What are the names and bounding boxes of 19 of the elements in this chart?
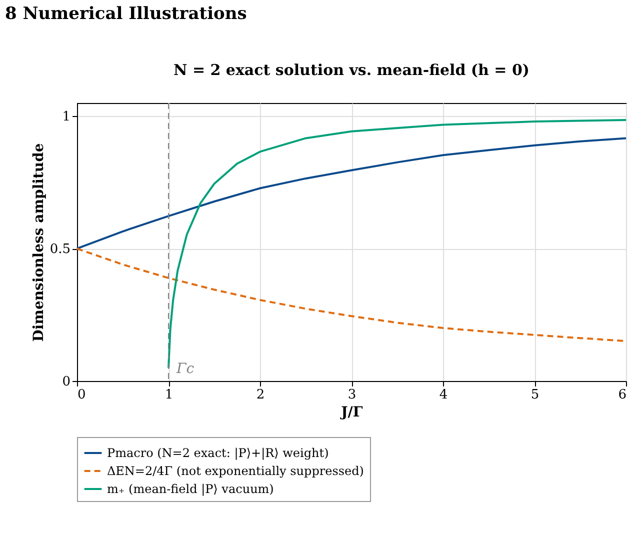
ref-line-label: Γc — [176, 361, 194, 377]
x-tick-label: 3 — [348, 388, 356, 402]
legend-label: m₊ (mean-field |P⟩ vacuum) — [107, 482, 274, 496]
legend-label: Pmacro (N=2 exact: |P⟩+|R⟩ weight) — [107, 446, 329, 460]
x-tick-label: 6 — [618, 388, 626, 402]
y-tick-label: 0 — [62, 374, 70, 390]
y-axis-title: Dimensionless amplitude — [30, 143, 47, 342]
y-tick-label: 0.5 — [50, 242, 70, 258]
x-tick-label: 2 — [256, 388, 265, 402]
y-tick-label: 1 — [62, 110, 70, 125]
x-tick-label: 0 — [78, 388, 86, 402]
x-tick-label: 4 — [439, 388, 448, 402]
x-tick-label: 1 — [164, 388, 174, 402]
chart-title: N = 2 exact solution vs. mean-field (h = 0) — [174, 61, 530, 79]
text: 8 Numerical Illustrations — [5, 4, 247, 24]
line-series — [76, 137, 627, 250]
x-tick-label: 5 — [530, 388, 540, 402]
legend-label: ΔEN=2/4Γ (not exponentially suppressed) — [107, 464, 364, 478]
x-axis-title: J/Γ — [339, 404, 363, 420]
